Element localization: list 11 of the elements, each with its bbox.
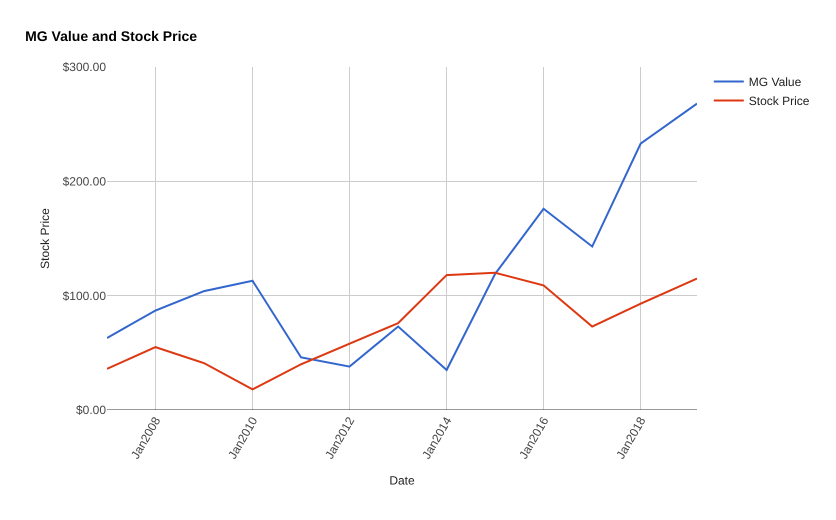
y-tick-label: $200.00: [62, 174, 106, 189]
legend-label: Stock Price: [748, 94, 810, 108]
line-series: [107, 102, 697, 371]
y-tick-label: $0.00: [76, 403, 106, 418]
y-tick-label: $100.00: [62, 288, 106, 303]
y-tick-label: $300.00: [62, 60, 106, 74]
line-series: [107, 272, 697, 390]
y-axis-title: Stock Price: [38, 208, 52, 269]
chart-title: MG Value and Stock Price: [25, 28, 198, 44]
legend-label: MG Value: [748, 75, 802, 90]
x-axis-title: Date: [389, 473, 415, 488]
